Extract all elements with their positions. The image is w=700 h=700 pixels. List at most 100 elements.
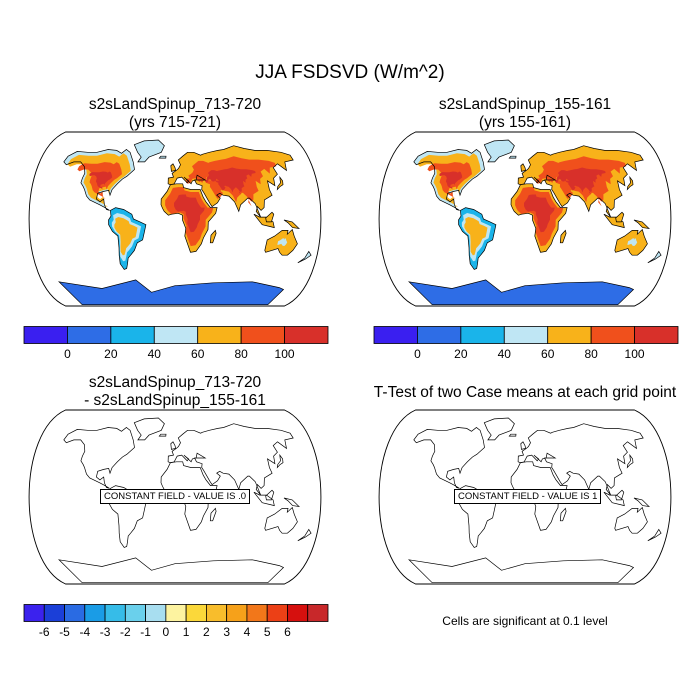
colorbar-1-swatch [197, 326, 242, 344]
field-indonesia-level-0 [253, 214, 275, 228]
coastline-northAmerica [63, 149, 135, 211]
coastline-newGuinea [283, 497, 301, 507]
constant-field-label-panel-4: CONSTANT FIELD - VALUE IS 1 [454, 489, 602, 504]
field-madagascar-level-0 [560, 230, 567, 243]
colorbar-3-swatch [23, 604, 45, 622]
coastline-newZealand [647, 528, 662, 542]
coastline-uk [170, 441, 177, 450]
colorbar-3-swatch [307, 604, 329, 622]
field-africa-level-2 [524, 194, 555, 233]
colorbar-3-swatch [287, 604, 309, 622]
colorbar-3-swatch [246, 604, 268, 622]
colorbar-2-swatch [417, 326, 462, 344]
colorbar-3-tick-label: -6 [38, 625, 50, 639]
colorbar-1-swatch [284, 326, 329, 344]
colorbar-3-tick-label: 6 [284, 625, 291, 639]
coastline-eurasia [517, 423, 644, 496]
map-frame [378, 409, 672, 585]
colorbar-3-swatch [43, 604, 65, 622]
colorbar-1-swatch [240, 326, 285, 344]
colorbar-1-swatch [110, 326, 155, 344]
coastline-uk [520, 441, 527, 450]
panel-2-title: s2sLandSpinup_155-161 (yrs 155-161) [375, 96, 675, 132]
coastline-iceland [508, 155, 517, 159]
panel-3-title-line2: - s2sLandSpinup_155-161 [84, 392, 266, 409]
coastline-borneo [615, 211, 625, 223]
coastline-northAmerica [413, 149, 485, 211]
field-northAmerica-level-3 [89, 171, 113, 190]
colorbar-1-swatch [23, 326, 68, 344]
coastline-antarctica [407, 279, 635, 306]
field-antarctica-level-0 [59, 279, 284, 305]
coastline-australia [614, 228, 648, 256]
panel-2-title-line2: (yrs 155-161) [478, 114, 572, 131]
colorbar-2-swatch [503, 326, 549, 344]
colorbar-2-swatch [373, 326, 418, 344]
field-iceland-level-0 [159, 156, 166, 159]
coastline-borneo [615, 489, 625, 501]
coastline-newGuinea [633, 497, 651, 507]
colorbar-2-tick-label: 20 [454, 347, 468, 361]
colorbar-3-tick-label: 3 [223, 625, 230, 639]
colorbar-3-swatch [226, 604, 248, 622]
colorbar-3-tick-label: 4 [243, 625, 251, 639]
field-northAmerica-level-3 [439, 171, 463, 190]
field-madagascar-level-0 [210, 230, 217, 243]
coastline-iceland [508, 433, 517, 437]
colorbar-3-swatch [185, 604, 207, 622]
coastline-indonesia [603, 491, 625, 507]
map-panel-2 [378, 131, 672, 307]
figure-title: JJA FSDSVD (W/m^2) [255, 62, 445, 83]
colorbar-3-swatch [124, 604, 147, 622]
coastline-africa [160, 183, 218, 253]
field-uk-level-0 [170, 163, 176, 172]
coastline-greenland [483, 417, 515, 441]
colorbar-3-tick-label: -5 [59, 625, 70, 639]
coastline-southAmerica [108, 207, 147, 270]
coastline-northAmerica [63, 427, 135, 489]
coastline-newZealand [297, 250, 312, 264]
field-borneo-level-0 [265, 212, 274, 222]
colorbar-3-tick-label: 5 [263, 625, 271, 639]
coastline-eurasia [517, 145, 644, 218]
coastline-australia [264, 228, 298, 256]
constant-field-label-panel-3: CONSTANT FIELD - VALUE IS .0 [100, 489, 251, 504]
colorbar-1-swatch [67, 326, 112, 344]
colorbar-2-swatch [634, 326, 679, 344]
coastline-japan [626, 175, 634, 191]
field-borneo-level-0 [615, 212, 624, 222]
coastline-australia [614, 506, 648, 534]
coastline-antarctica [57, 557, 285, 584]
field-australia-level-1 [277, 238, 288, 246]
coastline-africa [510, 183, 568, 253]
field-greenland-level-0 [484, 140, 515, 162]
coastline-madagascar [209, 507, 217, 522]
field-indonesia-level-0 [603, 214, 625, 228]
coastline-madagascar [209, 229, 217, 244]
map-frame [28, 131, 322, 307]
colorbar-3-tick-label: 2 [203, 625, 210, 639]
map-panel-1 [28, 131, 322, 307]
colorbar-1-tick-label: 40 [147, 347, 161, 361]
coastline-borneo [265, 211, 275, 223]
coastline-antarctica [57, 279, 285, 306]
coastline-madagascar [559, 229, 567, 244]
panel-1-title-line2: (yrs 715-721) [128, 114, 222, 131]
colorbar-1-tick-label: 0 [64, 347, 71, 361]
colorbar-3-tick-label: -1 [140, 625, 151, 639]
coastline-uk [520, 163, 527, 172]
significance-note: Cells are significant at 0.1 level [442, 614, 608, 628]
field-newGuinea-level-0 [634, 220, 649, 229]
colorbar-3-swatch [64, 604, 86, 622]
colorbar-3-tick-label: -3 [99, 625, 111, 639]
colorbar-panel-1 [23, 326, 329, 344]
panel-1-title: s2sLandSpinup_713-720 (yrs 715-721) [25, 96, 325, 132]
colorbar-2-tick-label: 40 [497, 347, 511, 361]
panel-4-title: T-Test of two Case means at each grid po… [373, 384, 677, 401]
colorbar-2-tick-label: 0 [414, 347, 421, 361]
coastline-iceland [158, 433, 167, 437]
coastline-indonesia [253, 213, 275, 229]
colorbar-1-tick-label: 100 [274, 347, 295, 361]
coastline-madagascar [559, 507, 567, 522]
colorbar-1-tick-label: 20 [104, 347, 118, 361]
